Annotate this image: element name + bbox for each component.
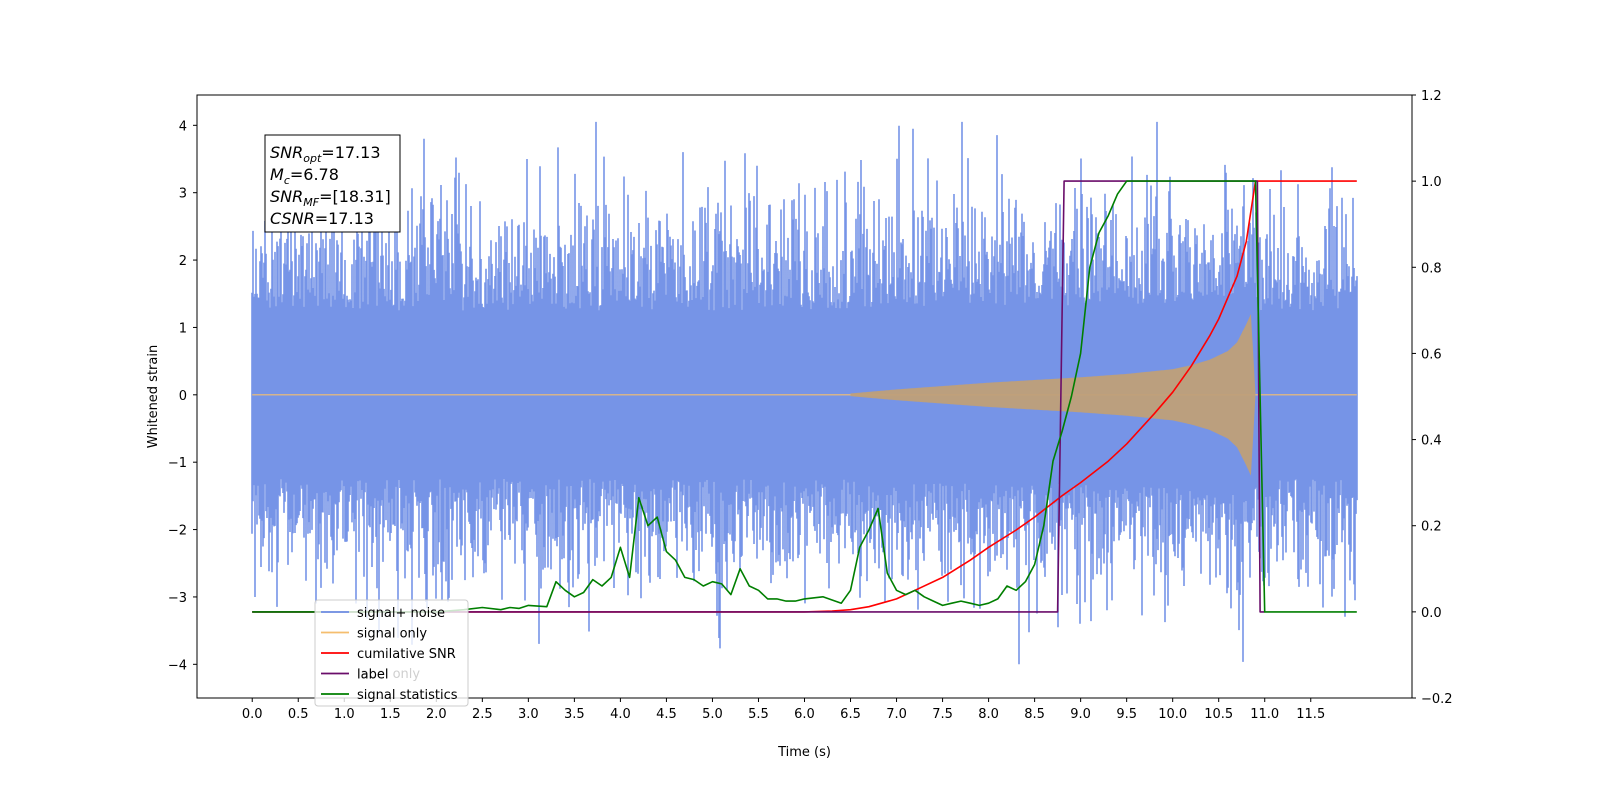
- x-tick-label: 10.5: [1204, 707, 1233, 722]
- legend-label: label: [357, 668, 388, 683]
- x-tick-label: 9.5: [1116, 707, 1137, 722]
- legend-ghost-text: label only: [357, 667, 420, 682]
- x-tick-label: 2.0: [426, 707, 447, 722]
- legend-frame: [314, 599, 469, 707]
- annotation-line: CSNR=17.13: [270, 209, 374, 228]
- x-tick-label: 6.0: [794, 707, 815, 722]
- x-tick-label: 1.0: [334, 707, 355, 722]
- y-left-tick-label: −1: [168, 456, 187, 471]
- y-right-tick-label: 0.8: [1421, 261, 1442, 276]
- x-tick-label: 0.5: [288, 707, 309, 722]
- legend-label: signal+ noise: [357, 606, 445, 621]
- legend: label only signal+ noise signal only cumila…: [314, 599, 469, 707]
- x-tick-label: 7.0: [886, 707, 907, 722]
- y-axis-title: Whitened strain: [146, 345, 161, 448]
- y-left-tick-label: 4: [179, 119, 187, 134]
- signal-chirp: [850, 314, 1256, 476]
- y-right-tick-label: 0.6: [1421, 347, 1442, 362]
- x-tick-label: 1.5: [380, 707, 401, 722]
- x-tick-label: 2.5: [472, 707, 493, 722]
- y-left-tick-label: 3: [179, 187, 187, 202]
- x-tick-label: 11.5: [1296, 707, 1325, 722]
- y-left-tick-label: 2: [179, 254, 187, 269]
- x-tick-label: 0.0: [242, 707, 263, 722]
- annotation-box: SNRopt=17.13Mc=6.78SNRMF=[18.31]CSNR=17.…: [264, 134, 401, 233]
- x-tick-label: 3.5: [564, 707, 585, 722]
- cumilative-snr-line: [252, 180, 1357, 613]
- y-left-tick-label: −2: [168, 524, 187, 539]
- annotation-line: SNRopt=17.13: [270, 143, 381, 165]
- x-axis-title: Time (s): [777, 745, 831, 760]
- x-tick-label: 7.5: [932, 707, 953, 722]
- y-right-tick-label: 0.4: [1421, 434, 1442, 449]
- signal-statistics-line: [252, 180, 1357, 613]
- x-tick-label: 10.0: [1158, 707, 1187, 722]
- y-left-tick-label: −4: [168, 658, 187, 673]
- y-right-tick-label: 0.0: [1421, 606, 1442, 621]
- x-tick-label: 8.0: [978, 707, 999, 722]
- y-left-tick-label: 0: [179, 389, 187, 404]
- x-tick-label: 5.0: [702, 707, 723, 722]
- x-tick-label: 5.5: [748, 707, 769, 722]
- x-tick-label: 9.0: [1070, 707, 1091, 722]
- legend-label: signal only: [357, 627, 427, 642]
- y-right-tick-label: −0.2: [1421, 692, 1453, 707]
- y-left-tick-label: −3: [168, 591, 187, 606]
- x-tick-label: 8.5: [1024, 707, 1045, 722]
- x-tick-label: 4.0: [610, 707, 631, 722]
- legend-label: signal statistics: [357, 688, 458, 703]
- annotation-frame: [264, 134, 401, 233]
- annotation-line: Mc=6.78: [270, 165, 339, 187]
- signal-only-series: [252, 314, 1357, 476]
- x-tick-label: 3.0: [518, 707, 539, 722]
- y-right-tick-label: 0.2: [1421, 520, 1442, 535]
- legend-label: cumilative SNR: [357, 647, 456, 662]
- x-tick-label: 11.0: [1250, 707, 1279, 722]
- y-right-tick-label: 1.0: [1421, 175, 1442, 190]
- x-tick-label: 6.5: [840, 707, 861, 722]
- y-right-tick-label: 1.2: [1421, 89, 1442, 104]
- y-left-tick-label: 1: [179, 321, 187, 336]
- annotation-line: SNRMF=[18.31]: [270, 187, 391, 209]
- x-tick-label: 4.5: [656, 707, 677, 722]
